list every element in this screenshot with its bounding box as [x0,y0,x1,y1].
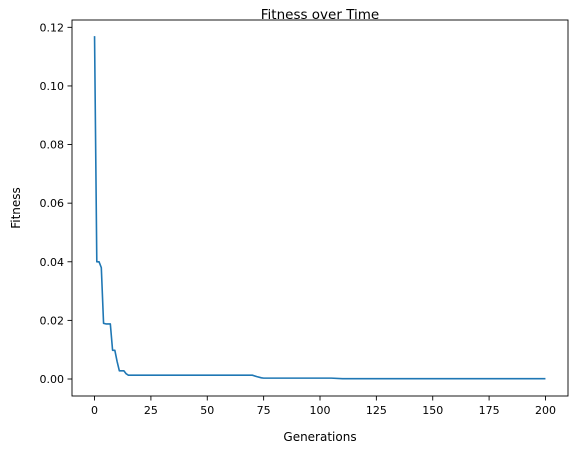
series-line [93,36,546,380]
x-axis-label: Generations [283,430,356,444]
y-tick-label: 0.12 [40,21,65,34]
y-tick-label: 0.08 [40,139,65,152]
x-tick-label: 25 [144,404,158,417]
plot-frame [71,19,569,397]
x-tick-label: 125 [366,404,387,417]
x-tick-label: 50 [200,404,214,417]
y-axis: 0.00 0.02 0.04 0.06 0.08 0.10 0.12 [40,21,72,386]
y-tick-label: 0.02 [40,314,65,327]
y-tick-label: 0.00 [40,373,65,386]
x-tick-label: 175 [479,404,500,417]
x-axis: 0 25 50 75 100 125 150 175 200 [91,396,556,417]
series-layer [93,36,546,380]
y-axis-label: Fitness [9,187,23,229]
y-tick-label: 0.06 [40,197,65,210]
x-tick-label: 75 [257,404,271,417]
chart-title: Fitness over Time [261,7,379,23]
x-tick-label: 200 [535,404,556,417]
x-tick-label: 100 [310,404,331,417]
y-tick-label: 0.10 [40,80,65,93]
x-tick-label: 150 [422,404,443,417]
x-tick-label: 0 [91,404,98,417]
y-tick-label: 0.04 [40,256,65,269]
